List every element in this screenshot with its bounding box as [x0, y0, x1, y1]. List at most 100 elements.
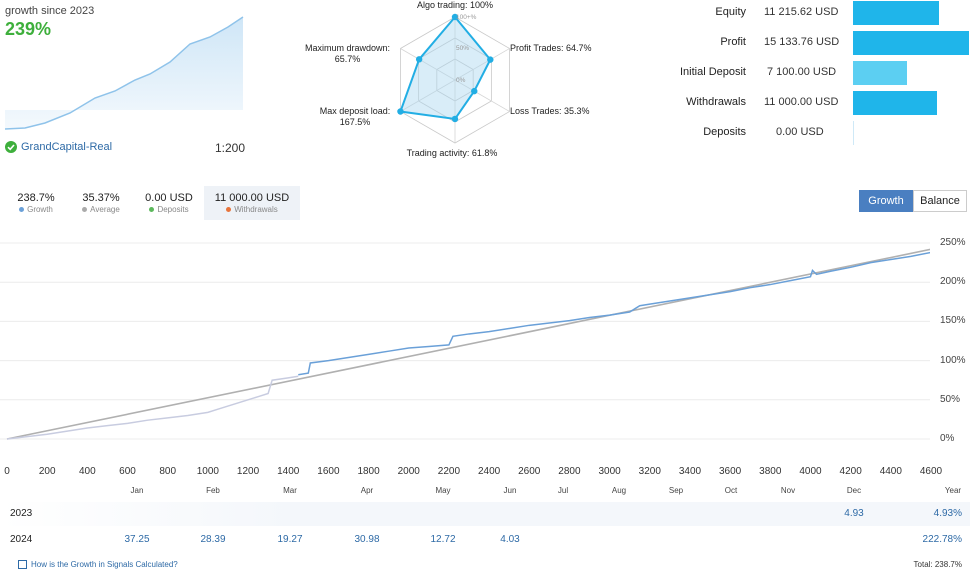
radar-spoke: [454, 79, 510, 112]
x-tick-label: 2400: [477, 466, 501, 477]
radar-label-loss: Loss Trades: 35.3%: [510, 106, 590, 116]
radar-label-deposit-load-title: Max deposit load:: [319, 106, 391, 116]
month-growth-cell[interactable]: 28.39: [200, 534, 226, 545]
month-growth-cell[interactable]: 30.98: [354, 534, 380, 545]
equity-row-label: Profit: [720, 36, 746, 48]
stat-withdrawals-caption: Withdrawals: [234, 205, 278, 214]
radar-label-algo: Algo trading: 100%: [416, 0, 494, 10]
x-tick-label: 0: [4, 466, 10, 477]
growth-chart: [0, 242, 930, 440]
stat-withdrawals[interactable]: 11 000.00 USD Withdrawals: [204, 186, 300, 220]
equity-row-label: Initial Deposit: [679, 66, 746, 78]
radar-point: [415, 56, 423, 63]
year-label: 2024: [10, 534, 33, 545]
equity-row-value: 11 000.00 USD: [764, 96, 839, 108]
chart-gridlines: [0, 242, 930, 440]
month-growth-cell[interactable]: 37.25: [124, 534, 150, 545]
stat-withdrawals-value: 11 000.00 USD: [214, 192, 290, 204]
radar-label-drawdown-title: Maximum drawdown:: [304, 43, 391, 53]
month-label: Jun: [503, 486, 517, 495]
x-tick-label: 4400: [879, 466, 902, 477]
x-tick-label: 4200: [839, 466, 862, 477]
chart-series: [6, 248, 930, 440]
account-name-link[interactable]: GrandCapital-Real: [21, 141, 113, 153]
equity-row-label: Equity: [715, 6, 746, 18]
series-line: [6, 375, 299, 440]
radar-polygon: [399, 15, 492, 121]
leverage-value: 1:200: [214, 141, 245, 155]
radar-label-drawdown: Maximum drawdown: 65.7%: [300, 43, 395, 65]
radar-ring-100: 100+%: [456, 14, 477, 21]
mini-chart-line: [4, 16, 244, 130]
radar-point: [451, 115, 459, 123]
month-growth-cell[interactable]: 19.27: [277, 534, 303, 545]
equity-row-value: 11 215.62 USD: [764, 6, 839, 18]
radar-ring-50: 50%: [456, 45, 469, 52]
x-tick-label: 1600: [317, 466, 340, 477]
month-label: Aug: [611, 486, 627, 495]
radar-ring-0: 0%: [456, 77, 466, 84]
growth-toggle-button[interactable]: Growth: [859, 190, 913, 212]
y-tick-label: 250%: [940, 237, 966, 248]
month-growth-cell[interactable]: 4.93: [844, 508, 864, 519]
month-label: Oct: [724, 486, 738, 495]
equity-row-value: 7 100.00 USD: [767, 66, 837, 78]
radar-point: [451, 13, 459, 21]
month-growth-cell[interactable]: 12.72: [430, 534, 456, 545]
month-label: Dec: [846, 486, 862, 495]
equity-bar: [853, 61, 908, 85]
x-tick-label: 200: [38, 466, 56, 477]
month-label: May: [435, 486, 451, 495]
radar-label-deposit-load: Max deposit load: 167.5%: [312, 106, 398, 128]
table-row: 2024 37.25 28.39 19.27 30.98 12.72 4.03 222.78%: [0, 528, 970, 552]
radar-label-drawdown-value: 65.7%: [334, 54, 361, 64]
stat-growth-value: 238.7%: [17, 192, 55, 204]
growth-since-label: growth since 2023: [5, 5, 95, 17]
average-legend-dot: [82, 207, 88, 213]
y-tick-label: 50%: [940, 393, 961, 405]
month-growth-cell[interactable]: 4.03: [500, 534, 520, 545]
x-tick-label: 1800: [357, 466, 380, 477]
withdrawals-legend-dot: [226, 207, 232, 213]
equity-bar: [853, 31, 969, 55]
month-label: Nov: [780, 486, 796, 495]
growth-legend-dot: [19, 207, 25, 213]
radar-spoke: [400, 79, 456, 112]
x-tick-label: 3200: [638, 466, 661, 477]
radar-label-deposit-load-value: 167.5%: [339, 117, 371, 127]
month-label: Jul: [557, 486, 569, 495]
table-row: 2023 4.93 4.93%: [0, 502, 970, 526]
stat-growth[interactable]: 238.7% Growth: [8, 186, 64, 220]
x-tick-label: 2800: [558, 466, 581, 477]
x-tick-label: 3400: [678, 466, 702, 477]
equity-row-value: 15 133.76 USD: [764, 36, 840, 48]
verified-check-icon: [5, 141, 17, 153]
x-tick-label: 400: [79, 466, 96, 477]
series-line: [6, 248, 930, 440]
x-tick-label: 2200: [437, 466, 461, 477]
stat-deposits[interactable]: 0.00 USD Deposits: [138, 186, 200, 220]
radar-point: [471, 87, 478, 95]
x-tick-label: 600: [119, 466, 136, 477]
radar-point: [397, 108, 404, 115]
balance-toggle-button[interactable]: Balance: [913, 190, 967, 212]
x-tick-label: 800: [159, 466, 177, 477]
account-row: GrandCapital-Real 1:200: [5, 141, 245, 157]
x-tick-label: 3600: [719, 466, 742, 477]
y-tick-label: 150%: [940, 315, 966, 327]
total-growth-label: Total: 238.7%: [913, 560, 962, 569]
radar-label-activity: Trading activity: 61.8%: [406, 148, 498, 158]
stat-average[interactable]: 35.37% Average: [72, 186, 130, 220]
mini-chart-area: [5, 17, 243, 129]
x-tick-label: 3000: [598, 466, 621, 477]
radar-spoke: [454, 48, 510, 81]
x-tick-label: 1400: [277, 466, 300, 477]
year-total-cell[interactable]: 222.78%: [922, 534, 962, 545]
equity-bar: [853, 91, 938, 115]
stat-growth-caption: Growth: [27, 205, 53, 214]
year-total-cell[interactable]: 4.93%: [933, 508, 962, 519]
x-tick-label: 4600: [919, 466, 943, 477]
how-link-text: How is the Growth in Signals Calculated?: [31, 560, 178, 569]
radar-points: [397, 13, 494, 123]
stat-deposits-caption: Deposits: [157, 205, 189, 214]
